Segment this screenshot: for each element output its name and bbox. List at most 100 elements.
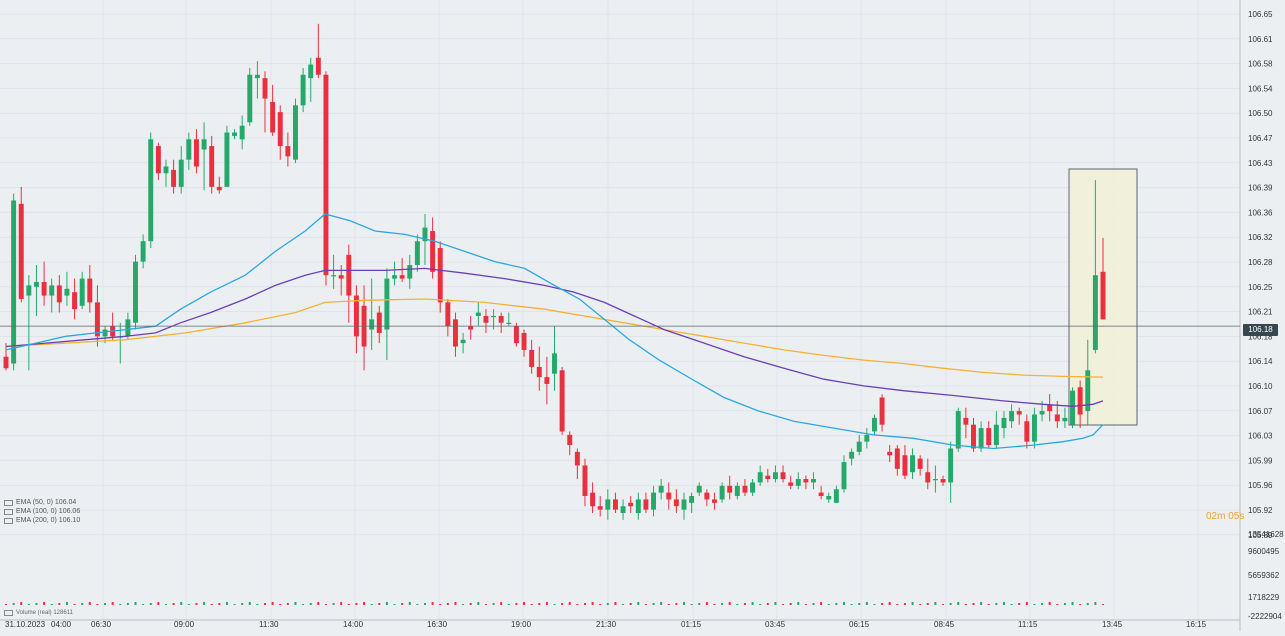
candle-up[interactable] — [734, 485, 740, 497]
candle-down[interactable] — [270, 101, 276, 133]
candle-up[interactable] — [224, 132, 230, 187]
candle-up[interactable] — [475, 312, 481, 316]
candle-down[interactable] — [742, 485, 748, 493]
candle-down[interactable] — [597, 506, 603, 510]
candle-up[interactable] — [239, 125, 245, 140]
candle-down[interactable] — [536, 366, 542, 378]
candle-up[interactable] — [186, 139, 192, 160]
candle-up[interactable] — [422, 227, 428, 242]
candle-up[interactable] — [719, 485, 725, 500]
candle-down[interactable] — [567, 434, 573, 446]
candle-up[interactable] — [681, 499, 687, 510]
candle-down[interactable] — [986, 428, 992, 446]
candle-up[interactable] — [658, 485, 664, 493]
candle-up[interactable] — [1070, 390, 1076, 425]
candle-up[interactable] — [1001, 417, 1007, 429]
candle-up[interactable] — [64, 288, 70, 296]
legend-ema100[interactable]: EMA (100, 0) 106.06 — [4, 507, 80, 516]
candle-down[interactable] — [483, 315, 489, 323]
candle-up[interactable] — [201, 139, 207, 150]
candle-up[interactable] — [33, 281, 39, 287]
candle-up[interactable] — [1039, 411, 1045, 415]
candle-up[interactable] — [772, 472, 778, 480]
candle-down[interactable] — [887, 451, 893, 456]
candle-down[interactable] — [216, 186, 222, 191]
candle-up[interactable] — [133, 261, 138, 323]
candle-up[interactable] — [651, 492, 657, 510]
candle-down[interactable] — [41, 281, 47, 296]
candle-down[interactable] — [209, 146, 215, 187]
candle-down[interactable] — [612, 499, 618, 510]
candle-down[interactable] — [925, 472, 931, 483]
candle-up[interactable] — [26, 285, 32, 296]
candle-up[interactable] — [864, 434, 870, 442]
candle-up[interactable] — [948, 448, 954, 483]
candle-down[interactable] — [940, 479, 946, 483]
candle-up[interactable] — [102, 329, 108, 337]
candle-down[interactable] — [673, 499, 679, 507]
candle-down[interactable] — [544, 377, 550, 384]
candle-down[interactable] — [1047, 404, 1053, 412]
candle-down[interactable] — [338, 275, 344, 279]
candle-up[interactable] — [856, 441, 862, 452]
candle-down[interactable] — [590, 492, 596, 507]
candle-down[interactable] — [582, 465, 588, 497]
candle-up[interactable] — [232, 132, 238, 136]
candle-down[interactable] — [262, 78, 268, 99]
candle-up[interactable] — [79, 278, 85, 306]
candle-up[interactable] — [849, 451, 855, 459]
candle-down[interactable] — [879, 397, 885, 425]
candle-up[interactable] — [689, 496, 695, 503]
candle-up[interactable] — [407, 265, 413, 279]
candle-up[interactable] — [140, 241, 146, 262]
candle-down[interactable] — [445, 302, 451, 327]
candle-up[interactable] — [552, 353, 557, 374]
candle-down[interactable] — [574, 451, 580, 466]
candle-down[interactable] — [498, 315, 504, 323]
candle-down[interactable] — [788, 482, 794, 486]
candle-up[interactable] — [826, 496, 832, 500]
candle-up[interactable] — [369, 319, 375, 330]
candle-down[interactable] — [1054, 414, 1060, 422]
candle-down[interactable] — [628, 502, 634, 507]
candle-down[interactable] — [171, 169, 177, 187]
candle-up[interactable] — [978, 428, 984, 449]
candle-up[interactable] — [993, 424, 999, 446]
candle-down[interactable] — [894, 448, 900, 469]
candle-down[interactable] — [902, 455, 908, 476]
candle-up[interactable] — [460, 339, 466, 344]
candle-down[interactable] — [18, 203, 24, 299]
indicator-settings-icon[interactable] — [4, 610, 13, 616]
candle-down[interactable] — [1077, 387, 1083, 415]
candle-down[interactable] — [430, 231, 436, 272]
candle-down[interactable] — [285, 146, 291, 157]
candle-up[interactable] — [163, 166, 169, 174]
candle-up[interactable] — [11, 200, 17, 364]
candle-up[interactable] — [605, 499, 611, 510]
candle-down[interactable] — [56, 285, 62, 303]
candle-up[interactable] — [1085, 370, 1091, 412]
candle-up[interactable] — [1031, 414, 1037, 442]
candle-up[interactable] — [1009, 411, 1015, 422]
candle-down[interactable] — [521, 332, 527, 350]
candle-up[interactable] — [331, 275, 337, 277]
candle-down[interactable] — [315, 57, 321, 75]
candle-up[interactable] — [392, 275, 397, 279]
candle-up[interactable] — [148, 139, 154, 242]
candle-down[interactable] — [452, 319, 458, 347]
candle-down[interactable] — [963, 417, 969, 425]
candle-up[interactable] — [833, 489, 839, 503]
candle-down[interactable] — [712, 499, 717, 503]
candle-down[interactable] — [666, 492, 672, 500]
candle-down[interactable] — [559, 370, 565, 432]
candle-up[interactable] — [491, 315, 497, 318]
candle-up[interactable] — [696, 485, 702, 493]
candle-up[interactable] — [811, 479, 816, 483]
candle-down[interactable] — [513, 326, 519, 344]
candle-down[interactable] — [971, 424, 976, 449]
candle-down[interactable] — [87, 278, 93, 303]
candle-up[interactable] — [1062, 417, 1068, 422]
volume-legend[interactable]: Volume (real) 128611 — [4, 610, 73, 616]
